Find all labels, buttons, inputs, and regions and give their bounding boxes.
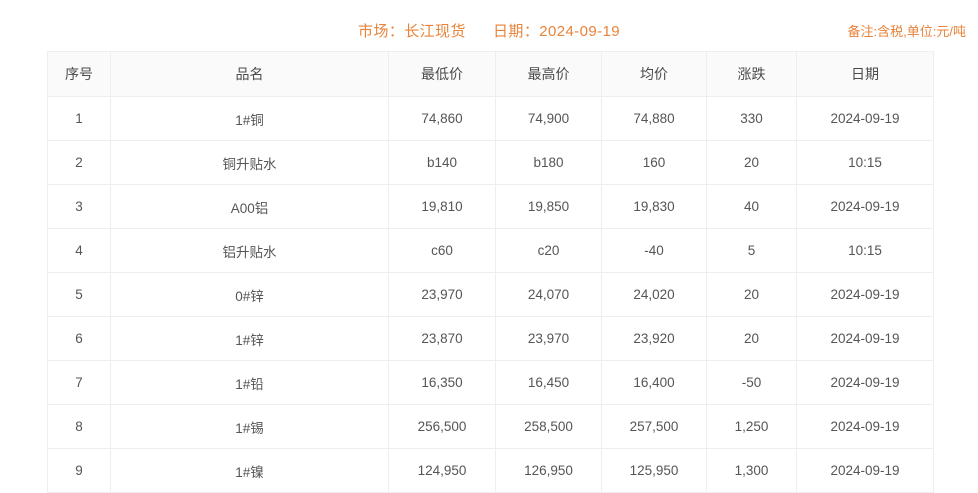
cell-high: 16,450: [495, 360, 602, 405]
cell-date: 2024-09-19: [796, 316, 934, 361]
cell-date: 10:15: [796, 228, 934, 273]
cell-change: -50: [706, 360, 797, 405]
cell-change: 20: [706, 140, 797, 185]
cell-change: 20: [706, 316, 797, 361]
cell-name: 铜升贴水: [110, 140, 389, 185]
table-row: 4 铝升贴水 c60 c20 -40 5 10:15: [47, 228, 934, 273]
cell-date: 2024-09-19: [796, 404, 934, 449]
cell-name: 1#铜: [110, 96, 389, 141]
cell-low: 256,500: [388, 404, 496, 449]
cell-index: 7: [47, 360, 111, 405]
cell-low: c60: [388, 228, 496, 273]
cell-high: 24,070: [495, 272, 602, 317]
cell-avg: 23,920: [601, 316, 707, 361]
cell-change: 20: [706, 272, 797, 317]
column-header-date: 日期: [796, 51, 934, 97]
cell-avg: 257,500: [601, 404, 707, 449]
cell-high: 258,500: [495, 404, 602, 449]
cell-name: 1#锌: [110, 316, 389, 361]
cell-name: 铝升贴水: [110, 228, 389, 273]
cell-low: 23,870: [388, 316, 496, 361]
cell-avg: 160: [601, 140, 707, 185]
table-row: 9 1#镍 124,950 126,950 125,950 1,300 2024…: [47, 448, 934, 493]
market-label: 市场：长江现货: [358, 23, 466, 40]
cell-index: 9: [47, 448, 111, 493]
table-header-row: 序号 品名 最低价 最高价 均价 涨跌 日期: [47, 51, 934, 97]
cell-index: 1: [47, 96, 111, 141]
market-date-heading: 市场：长江现货 日期：2024-09-19: [0, 20, 978, 41]
cell-avg: 125,950: [601, 448, 707, 493]
remark-note: 备注:含税,单位:元/吨: [847, 24, 966, 39]
cell-change: 5: [706, 228, 797, 273]
cell-date: 2024-09-19: [796, 184, 934, 229]
column-header-change: 涨跌: [706, 51, 797, 97]
cell-low: 124,950: [388, 448, 496, 493]
cell-avg: 19,830: [601, 184, 707, 229]
cell-high: c20: [495, 228, 602, 273]
table-body: 1 1#铜 74,860 74,900 74,880 330 2024-09-1…: [47, 96, 934, 493]
cell-date: 2024-09-19: [796, 360, 934, 405]
cell-change: 1,300: [706, 448, 797, 493]
column-header-high: 最高价: [495, 51, 602, 97]
cell-low: 23,970: [388, 272, 496, 317]
cell-avg: 24,020: [601, 272, 707, 317]
cell-date: 2024-09-19: [796, 96, 934, 141]
cell-date: 2024-09-19: [796, 272, 934, 317]
cell-low: 19,810: [388, 184, 496, 229]
column-header-name: 品名: [110, 51, 389, 97]
cell-change: 330: [706, 96, 797, 141]
cell-name: 1#镍: [110, 448, 389, 493]
table-row: 2 铜升贴水 b140 b180 160 20 10:15: [47, 140, 934, 185]
cell-avg: 16,400: [601, 360, 707, 405]
cell-high: 126,950: [495, 448, 602, 493]
cell-name: 1#锡: [110, 404, 389, 449]
table-row: 5 0#锌 23,970 24,070 24,020 20 2024-09-19: [47, 272, 934, 317]
cell-name: 0#锌: [110, 272, 389, 317]
cell-date: 2024-09-19: [796, 448, 934, 493]
cell-high: b180: [495, 140, 602, 185]
cell-index: 6: [47, 316, 111, 361]
date-label: 日期：2024-09-19: [493, 23, 620, 40]
cell-index: 2: [47, 140, 111, 185]
cell-index: 3: [47, 184, 111, 229]
cell-index: 4: [47, 228, 111, 273]
cell-name: A00铝: [110, 184, 389, 229]
cell-date: 10:15: [796, 140, 934, 185]
column-header-index: 序号: [47, 51, 111, 97]
page-header: 市场：长江现货 日期：2024-09-19 备注:含税,单位:元/吨: [0, 0, 978, 50]
column-header-avg: 均价: [601, 51, 707, 97]
table-row: 8 1#锡 256,500 258,500 257,500 1,250 2024…: [47, 404, 934, 449]
cell-high: 19,850: [495, 184, 602, 229]
cell-high: 23,970: [495, 316, 602, 361]
table-row: 6 1#锌 23,870 23,970 23,920 20 2024-09-19: [47, 316, 934, 361]
cell-change: 40: [706, 184, 797, 229]
cell-change: 1,250: [706, 404, 797, 449]
column-header-low: 最低价: [388, 51, 496, 97]
cell-avg: 74,880: [601, 96, 707, 141]
cell-index: 5: [47, 272, 111, 317]
price-table: 序号 品名 最低价 最高价 均价 涨跌 日期 1 1#铜 74,860 74,9…: [47, 51, 934, 493]
cell-low: b140: [388, 140, 496, 185]
cell-avg: -40: [601, 228, 707, 273]
price-table-container: 序号 品名 最低价 最高价 均价 涨跌 日期 1 1#铜 74,860 74,9…: [47, 51, 934, 493]
cell-low: 16,350: [388, 360, 496, 405]
cell-high: 74,900: [495, 96, 602, 141]
table-row: 7 1#铅 16,350 16,450 16,400 -50 2024-09-1…: [47, 360, 934, 405]
table-row: 1 1#铜 74,860 74,900 74,880 330 2024-09-1…: [47, 96, 934, 141]
table-header: 序号 品名 最低价 最高价 均价 涨跌 日期: [47, 51, 934, 97]
cell-index: 8: [47, 404, 111, 449]
cell-low: 74,860: [388, 96, 496, 141]
table-row: 3 A00铝 19,810 19,850 19,830 40 2024-09-1…: [47, 184, 934, 229]
cell-name: 1#铅: [110, 360, 389, 405]
